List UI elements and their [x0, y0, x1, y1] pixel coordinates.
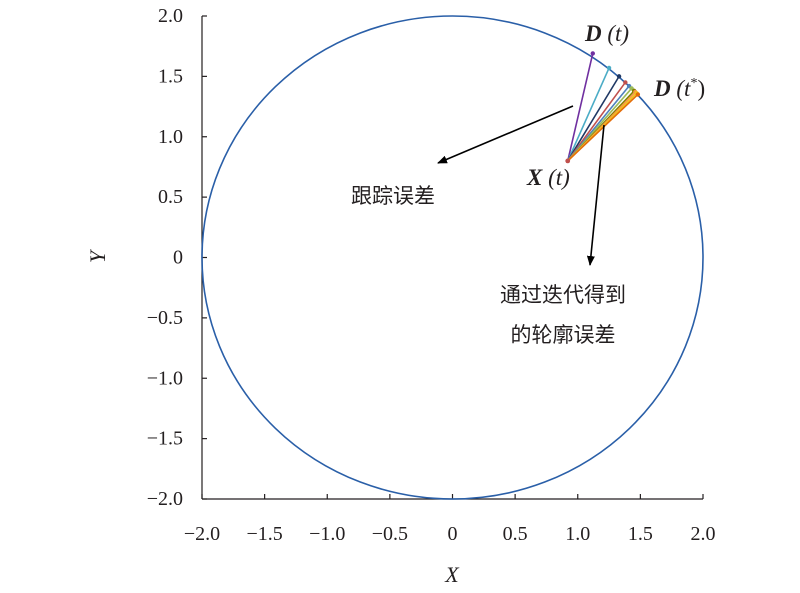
iteration-point [606, 65, 612, 71]
plot-area [201, 15, 704, 500]
y-tick-label: 0 [173, 247, 183, 269]
tracking-error-arrow [437, 105, 574, 164]
iteration-segment [567, 81, 626, 162]
iteration-segment [566, 53, 594, 162]
x-t-symbol: X [526, 165, 543, 190]
x-tick-label: −0.5 [372, 523, 408, 545]
d-t-symbol: D [584, 21, 602, 46]
iteration-segment [567, 93, 639, 162]
d-tstar-close: ) [697, 76, 705, 101]
contour-error-arrow [586, 124, 605, 266]
tracking-error-label: 跟踪误差 [351, 184, 435, 208]
x-tick-label: −1.0 [309, 523, 345, 545]
d-t-argument: (t) [602, 21, 629, 46]
iteration-point [590, 51, 595, 56]
iteration-segment [567, 75, 620, 162]
y-axis-title: Y [85, 248, 110, 263]
annotations: 跟踪误差 通过迭代得到 的轮廓误差 D (t) D (t*) X (t) [351, 21, 705, 347]
d-tstar-sup: * [690, 76, 697, 91]
x-t-argument: (t) [542, 165, 569, 190]
y-tick-label: −1.5 [147, 428, 183, 450]
y-tick-label: 0.5 [158, 186, 183, 208]
x-tick-label: 1.0 [565, 523, 590, 545]
x-t-label: X (t) [526, 165, 570, 190]
x-tick-label: −2.0 [184, 523, 220, 545]
x-tick-label: 0 [448, 523, 458, 545]
contour-error-label-line2: 的轮廓误差 [511, 323, 616, 347]
d-tstar-open: (t [671, 76, 691, 101]
iteration-point [616, 74, 622, 79]
y-tick-label: −0.5 [147, 307, 183, 329]
y-tick-label: 1.5 [158, 65, 183, 87]
start-point [565, 158, 571, 164]
y-tick-label: −2.0 [147, 488, 183, 510]
x-tick-label: 2.0 [691, 523, 716, 545]
x-axis-title: X [444, 562, 460, 587]
y-tick-label: 1.0 [158, 126, 183, 148]
y-ticks: 2.0 1.5 1.0 0.5 0 −0.5 −1.0 −1.5 −2.0 [147, 5, 207, 510]
x-tick-label: 0.5 [503, 523, 528, 545]
x-tick-label: 1.5 [628, 523, 653, 545]
contour-error-label-line1: 通过迭代得到 [500, 283, 626, 307]
iteration-segment [566, 67, 610, 162]
reference-circle [201, 15, 704, 500]
x-ticks: −2.0 −1.5 −1.0 −0.5 0 0.5 1.0 1.5 2.0 [184, 494, 716, 545]
d-t-label: D (t) [584, 21, 629, 46]
y-tick-label: −1.0 [147, 367, 183, 389]
x-tick-label: −1.5 [246, 523, 282, 545]
iteration-point [623, 80, 628, 85]
d-tstar-label: D (t*) [653, 76, 705, 101]
y-tick-label: 2.0 [158, 5, 183, 27]
d-tstar-symbol: D [653, 76, 671, 101]
iteration-point [635, 92, 641, 97]
